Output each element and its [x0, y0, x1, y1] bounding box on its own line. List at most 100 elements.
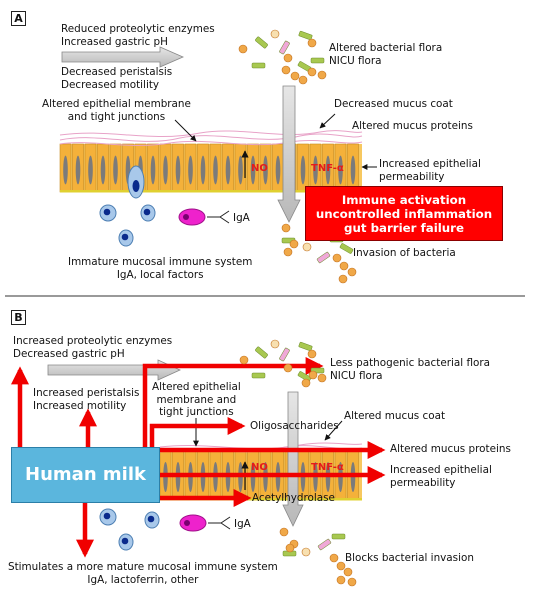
coccus-bacterium	[329, 553, 339, 563]
motility-label-b: Increased peristalsis Increased motility	[33, 387, 139, 412]
red-arrow-flora	[142, 357, 324, 447]
immune-system-label-b: Stimulates a more mature mucosal immune …	[8, 561, 278, 586]
permeability-line-2: permeability	[390, 476, 456, 489]
flora-line-1: Less pathogenic bacterial flora	[330, 357, 490, 369]
cell-nucleus	[338, 155, 343, 185]
cell-nucleus	[275, 155, 281, 185]
membrane-pointer-a	[174, 119, 197, 142]
activation-line-2: uncontrolled inflammation	[315, 206, 493, 221]
coccus-bacterium	[283, 363, 293, 373]
motility-line-2: Decreased motility	[61, 78, 160, 91]
cell-nucleus	[325, 155, 331, 185]
coccus-bacterium	[279, 527, 289, 537]
rod-bacterium	[310, 57, 325, 64]
membrane-label-b: Altered epithelial membrane and tight ju…	[152, 381, 241, 419]
panel-a-tag: A	[11, 11, 26, 26]
iga-label-a: IgA	[233, 212, 250, 224]
cell-nucleus	[63, 155, 68, 185]
coccus-bacterium	[301, 547, 311, 557]
acetylhydrolase-label: Acetylhydrolase	[252, 492, 335, 504]
gastric-arrow-a	[61, 46, 185, 68]
cell-nucleus	[238, 155, 243, 185]
permeability-label-b: Increased epithelial permeability	[390, 464, 492, 489]
enzymes-label-a: Reduced proteolytic enzymes Increased ga…	[61, 23, 215, 48]
motility-line-1: Increased peristalsis	[33, 387, 140, 399]
coccus-bacterium	[336, 561, 346, 571]
tnf-label-a: TNF-α	[311, 163, 344, 174]
rod-bacterium	[279, 40, 290, 55]
flora-line-2: NICU flora	[329, 54, 382, 67]
cell-nucleus	[88, 155, 93, 185]
rod-bacterium	[316, 251, 331, 264]
red-arrow-oligosaccharides	[149, 417, 246, 447]
cell-nucleus	[313, 155, 318, 185]
mucus-coat-pointer-a	[319, 113, 336, 129]
coccus-bacterium	[285, 543, 295, 553]
coccus-bacterium	[301, 378, 311, 388]
coccus-bacterium	[281, 65, 291, 75]
membrane-line-2: and tight junctions	[67, 110, 166, 123]
immune-line-2: IgA, local factors	[116, 268, 204, 281]
rod-bacterium	[317, 538, 332, 551]
cell-nucleus	[113, 155, 118, 185]
coccus-bacterium	[332, 253, 342, 263]
iga-label-b: IgA	[234, 518, 251, 530]
immune-line-1: Stimulates a more mature mucosal immune …	[8, 561, 278, 573]
mucus-proteins-label-a: Altered mucus proteins	[352, 120, 473, 132]
cell-nucleus	[75, 155, 81, 185]
cell-nucleus	[350, 155, 356, 185]
panel-b-tag: B	[11, 310, 26, 325]
coccus-bacterium	[343, 567, 353, 577]
rod-bacterium	[331, 533, 346, 540]
coccus-bacterium	[339, 261, 349, 271]
motility-line-1: Decreased peristalsis	[61, 66, 173, 78]
enzymes-line-2: Increased gastric pH	[61, 35, 168, 48]
no-label-a: NO	[251, 163, 268, 174]
coccus-bacterium	[238, 44, 248, 54]
coccus-bacterium	[289, 239, 299, 249]
enzymes-line-2: Decreased gastric pH	[13, 347, 125, 360]
permeability-line-1: Increased epithelial	[390, 464, 492, 476]
coccus-bacterium	[317, 373, 327, 383]
cell-nucleus	[100, 155, 106, 185]
coccus-bacterium	[270, 339, 280, 349]
rod-bacterium	[279, 347, 290, 362]
mucus-coat-label-b: Altered mucus coat	[344, 410, 446, 422]
rod-bacterium	[298, 30, 313, 41]
coccus-bacterium	[307, 38, 317, 48]
mucus-layer-a	[59, 130, 363, 146]
cell-nucleus	[300, 155, 306, 185]
rod-bacterium	[297, 371, 312, 382]
bacteria-cluster-a-top	[238, 29, 327, 85]
rod-bacterium	[339, 243, 354, 254]
rod-bacterium	[255, 36, 268, 49]
coccus-bacterium	[347, 577, 357, 587]
mucus-proteins-label-b: Altered mucus proteins	[390, 443, 511, 455]
cell-nucleus	[225, 155, 231, 185]
membrane-line-1: Altered epithelial membrane	[42, 98, 191, 110]
invasion-label-b: Blocks bacterial invasion	[345, 552, 474, 564]
coccus-bacterium	[298, 75, 308, 85]
permeability-label-a: Increased epithelial permeability	[379, 158, 481, 183]
coccus-bacterium	[270, 29, 280, 39]
epithelium-a	[59, 143, 362, 193]
flora-line-2: NICU flora	[330, 369, 383, 382]
bacteria-entry-arrow-b	[282, 391, 304, 527]
enzymes-line-1: Reduced proteolytic enzymes	[61, 23, 215, 35]
coccus-bacterium	[307, 349, 317, 359]
human-milk-effect-arrows	[11, 357, 386, 558]
cell-nucleus	[213, 155, 218, 185]
oligosaccharides-label: Oligosaccharides	[250, 420, 339, 432]
no-label-b: NO	[251, 462, 268, 473]
basement-membrane	[160, 498, 362, 501]
cell-nucleus	[250, 155, 256, 185]
coccus-bacterium	[307, 67, 317, 77]
coccus-bacterium	[317, 70, 327, 80]
coccus-bacterium	[338, 274, 348, 284]
motility-line-2: Increased motility	[33, 399, 127, 412]
membrane-line-3: tight junctions	[159, 406, 234, 418]
invasion-label-a: Invasion of bacteria	[353, 247, 456, 259]
cell-nucleus	[200, 155, 206, 185]
membrane-label-a: Altered epithelial membrane and tight ju…	[42, 98, 191, 123]
